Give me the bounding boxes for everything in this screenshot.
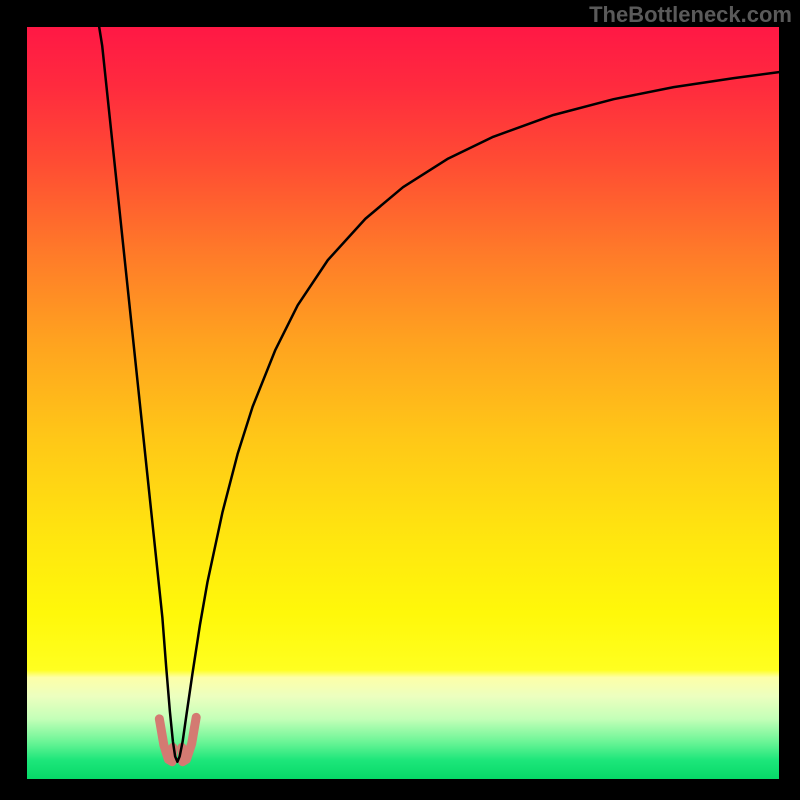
bottleneck-chart-svg	[0, 0, 800, 800]
chart-wrapper: TheBottleneck.com	[0, 0, 800, 800]
watermark-text: TheBottleneck.com	[589, 2, 792, 28]
